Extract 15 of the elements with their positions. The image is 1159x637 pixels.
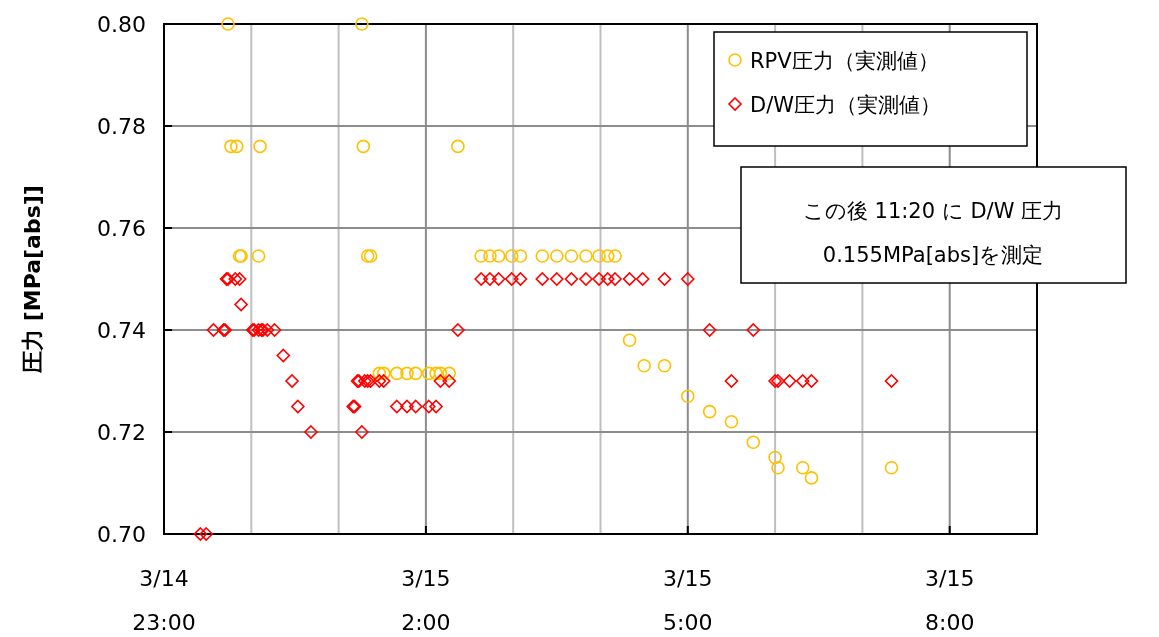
y-tick-label: 0.80 (97, 12, 146, 37)
legend-label: D/W圧力（実測値） (750, 93, 942, 117)
x-tick-label: 3/15 5:00 (663, 566, 713, 635)
x-tick-label: 3/15 2:00 (401, 566, 451, 635)
legend-label: RPV圧力（実測値） (750, 49, 939, 73)
y-tick-label: 0.76 (97, 216, 146, 241)
y-tick-label: 0.74 (97, 318, 146, 343)
x-tick-label: 3/14 23:00 (132, 566, 196, 635)
y-tick-label: 0.72 (97, 420, 146, 445)
note-box: この後 11:20 に D/W 圧力 0.155MPa[abs]を測定 (740, 166, 1127, 284)
y-axis-title: 圧力 [MPa[abs]] (20, 185, 45, 374)
x-tick-label: 3/15 8:00 (925, 566, 975, 635)
y-tick-label: 0.78 (97, 114, 146, 139)
y-tick-label: 0.70 (97, 522, 146, 547)
annotation: この後 11:20 に D/W 圧力 0.155MPa[abs]を測定 (802, 199, 1064, 267)
